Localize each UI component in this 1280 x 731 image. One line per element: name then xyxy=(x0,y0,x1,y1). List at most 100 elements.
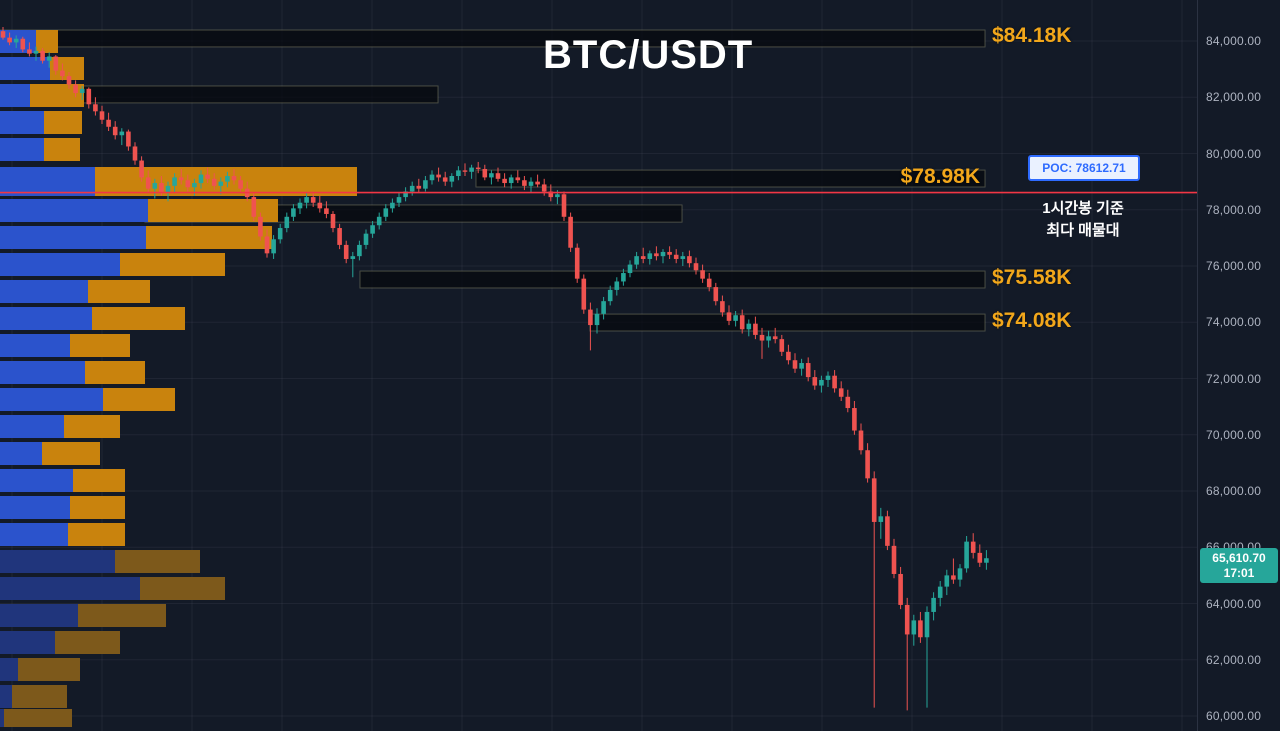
volume-bar-buy xyxy=(0,84,30,107)
candle xyxy=(753,316,758,340)
zones-layer xyxy=(0,29,986,332)
volume-bar-sell xyxy=(4,709,72,727)
candle xyxy=(330,211,336,233)
price-axis[interactable]: 65,610.70 17:01 84,000.00 82,000.00 80,000… xyxy=(1197,0,1280,731)
volume-bar-buy xyxy=(0,138,44,161)
volume-bar-buy xyxy=(0,334,70,357)
volume-bar-buy xyxy=(0,496,70,519)
volume-bar-buy xyxy=(0,577,140,600)
candle xyxy=(957,564,963,587)
candle xyxy=(172,173,177,193)
candle xyxy=(852,401,857,435)
candle xyxy=(515,170,521,184)
candle xyxy=(449,173,455,188)
price-axis-tick: 84,000.00 xyxy=(1206,34,1262,48)
volume-bar-sell xyxy=(50,57,84,80)
zone-75k xyxy=(359,270,986,289)
candle xyxy=(324,201,329,219)
price-axis-tick: 80,000.00 xyxy=(1206,146,1262,161)
candle xyxy=(792,353,798,373)
candle xyxy=(198,170,204,189)
price-axis-tick: 62,000.00 xyxy=(1206,652,1262,667)
volume-bar-buy xyxy=(0,226,146,249)
candle xyxy=(251,192,257,222)
candle xyxy=(304,192,309,209)
candle xyxy=(258,212,263,241)
candle xyxy=(383,204,389,222)
candle xyxy=(0,26,6,40)
volume-bar-buy xyxy=(0,604,78,627)
volume-bar-sell xyxy=(70,496,125,519)
candle xyxy=(363,229,369,250)
candle xyxy=(885,510,890,551)
candle xyxy=(370,221,375,238)
candle xyxy=(86,87,92,109)
candle xyxy=(264,229,270,258)
chart-area[interactable]: BTC/USDT POC: 78612.71 1시간봉 기준 최다 매물대 $8… xyxy=(0,0,1197,731)
volume-bar-sell xyxy=(44,138,80,161)
candle xyxy=(898,566,903,610)
price-axis-tick: 72,000.00 xyxy=(1206,371,1262,386)
candle xyxy=(508,174,514,189)
candle xyxy=(40,48,45,64)
candle xyxy=(277,223,283,244)
price-axis-tick: 70,000.00 xyxy=(1206,427,1262,442)
zone-79k xyxy=(475,169,986,188)
candle xyxy=(825,371,831,387)
candle xyxy=(871,471,877,708)
candle xyxy=(33,46,39,61)
candle xyxy=(891,538,897,579)
candle xyxy=(165,181,171,202)
candle xyxy=(99,105,105,124)
candle xyxy=(436,167,441,182)
volume-bar-sell xyxy=(140,577,225,600)
candle xyxy=(535,174,540,188)
candle xyxy=(819,375,824,393)
candle xyxy=(805,357,811,382)
candle xyxy=(409,181,415,196)
volume-bar-sell xyxy=(42,442,100,465)
candle xyxy=(502,173,507,188)
candle xyxy=(574,243,580,283)
candle xyxy=(310,191,316,207)
candle xyxy=(614,277,620,296)
candle xyxy=(350,251,356,278)
volume-bar-sell xyxy=(148,199,278,222)
volume-bar-buy xyxy=(0,167,95,196)
volume-bar-sell xyxy=(103,388,175,411)
candle xyxy=(561,191,567,222)
candle xyxy=(951,558,956,584)
candle xyxy=(700,264,705,283)
candle xyxy=(456,166,461,181)
candle xyxy=(772,327,778,344)
price-axis-tick: 68,000.00 xyxy=(1206,484,1262,498)
candle xyxy=(291,204,296,222)
candle xyxy=(27,42,32,57)
candle xyxy=(112,121,118,140)
candle xyxy=(489,170,494,185)
candle xyxy=(937,581,943,607)
candle xyxy=(924,606,930,708)
candle xyxy=(20,36,26,53)
volume-bar-buy xyxy=(0,709,4,727)
candle xyxy=(568,212,573,252)
volume-bar-buy xyxy=(0,442,42,465)
candle xyxy=(581,274,587,314)
candle xyxy=(970,533,976,559)
candle xyxy=(654,246,659,261)
candle xyxy=(733,311,738,327)
volume-bar-sell xyxy=(85,361,145,384)
candle xyxy=(904,597,910,711)
candle xyxy=(93,97,98,116)
chart-canvas[interactable] xyxy=(0,0,1197,731)
candle xyxy=(911,614,917,646)
volume-bar-sell xyxy=(64,415,120,438)
candle xyxy=(594,308,600,334)
volume-bar-buy xyxy=(0,199,148,222)
candle xyxy=(218,177,224,195)
candle xyxy=(126,129,131,151)
candle xyxy=(838,381,844,402)
volume-bar-buy xyxy=(0,388,103,411)
candle xyxy=(766,330,771,348)
